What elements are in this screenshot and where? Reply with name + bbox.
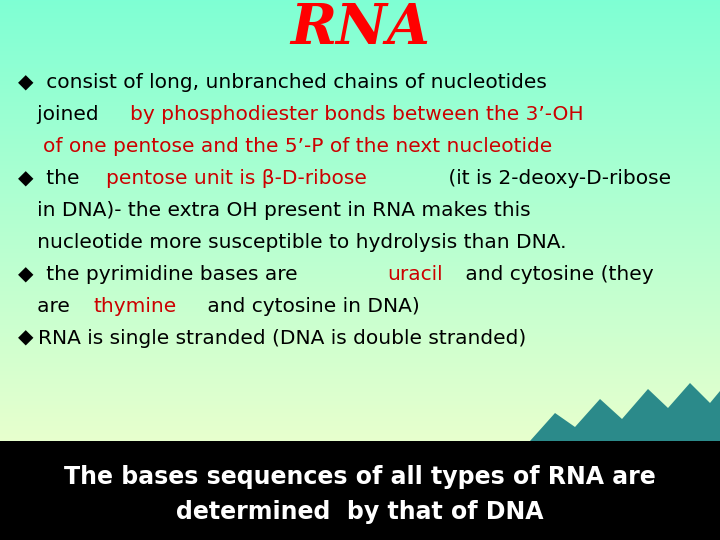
Text: The bases sequences of all types of RNA are: The bases sequences of all types of RNA … <box>64 464 656 489</box>
Text: (it is 2-deoxy-D-ribose: (it is 2-deoxy-D-ribose <box>442 168 671 187</box>
Text: pentose unit is β-D-ribose: pentose unit is β-D-ribose <box>106 168 366 187</box>
Text: and cytosine (they: and cytosine (they <box>459 265 654 284</box>
Text: are: are <box>18 296 76 315</box>
Text: in DNA)- the extra OH present in RNA makes this: in DNA)- the extra OH present in RNA mak… <box>18 200 531 219</box>
Text: joined: joined <box>18 105 105 124</box>
Text: determined  by that of DNA: determined by that of DNA <box>176 500 544 524</box>
Text: RNA is single stranded (DNA is double stranded): RNA is single stranded (DNA is double st… <box>38 328 526 348</box>
Polygon shape <box>530 383 720 441</box>
Text: ◆  consist of long, unbranched chains of nucleotides: ◆ consist of long, unbranched chains of … <box>18 72 547 91</box>
Text: of one pentose and the 5’-P of the next nucleotide: of one pentose and the 5’-P of the next … <box>42 137 552 156</box>
Text: ◆  the pyrimidine bases are: ◆ the pyrimidine bases are <box>18 265 304 284</box>
Text: by phosphodiester bonds between the 3’-OH: by phosphodiester bonds between the 3’-O… <box>130 105 584 124</box>
Bar <box>0 441 720 540</box>
Text: thymine: thymine <box>93 296 176 315</box>
Text: and cytosine in DNA): and cytosine in DNA) <box>201 296 419 315</box>
Text: RNA: RNA <box>290 1 430 56</box>
Text: ◆: ◆ <box>18 328 34 348</box>
Text: nucleotide more susceptible to hydrolysis than DNA.: nucleotide more susceptible to hydrolysi… <box>18 233 567 252</box>
Text: uracil: uracil <box>387 265 443 284</box>
Text: ◆  the: ◆ the <box>18 168 86 187</box>
